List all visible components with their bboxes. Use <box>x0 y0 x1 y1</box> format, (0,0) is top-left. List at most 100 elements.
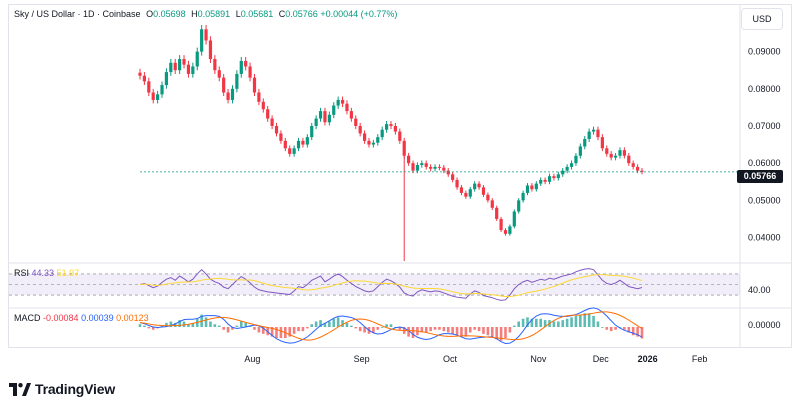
candle-body[interactable] <box>627 155 631 164</box>
candle-body[interactable] <box>415 165 420 171</box>
candle-body[interactable] <box>609 153 613 158</box>
candle-body[interactable] <box>380 129 384 138</box>
candle-body[interactable] <box>622 150 626 156</box>
rsi-ma-line[interactable] <box>139 274 643 298</box>
candle-body[interactable] <box>301 140 305 145</box>
candle-body[interactable] <box>371 142 375 145</box>
candle-body[interactable] <box>565 166 569 171</box>
candle-body[interactable] <box>257 92 261 102</box>
candle-body[interactable] <box>261 101 265 110</box>
candle-body[interactable] <box>292 148 296 154</box>
rsi-line[interactable] <box>139 268 643 301</box>
candle-body[interactable] <box>182 59 186 65</box>
candle-body[interactable] <box>411 163 415 171</box>
candle-body[interactable] <box>618 150 622 156</box>
candle-body[interactable] <box>358 125 362 134</box>
candle-body[interactable] <box>208 40 213 60</box>
candle-body[interactable] <box>600 137 604 149</box>
candle-body[interactable] <box>468 189 472 197</box>
candle-body[interactable] <box>367 140 371 145</box>
candle-body[interactable] <box>349 111 353 119</box>
candle-body[interactable] <box>574 155 578 164</box>
candle-body[interactable] <box>204 29 208 41</box>
candle-body[interactable] <box>407 155 411 164</box>
candle-body[interactable] <box>248 66 252 78</box>
candle-body[interactable] <box>442 167 446 171</box>
candle-body[interactable] <box>376 137 380 143</box>
candle-body[interactable] <box>605 148 609 154</box>
rsi-legend[interactable]: RSI 44.33 51.97 <box>14 268 79 278</box>
candle-body[interactable] <box>323 111 327 123</box>
candle-body[interactable] <box>429 166 433 169</box>
candle-body[interactable] <box>147 81 151 93</box>
candle-body[interactable] <box>340 99 345 104</box>
candle-body[interactable] <box>481 187 486 195</box>
candle-body[interactable] <box>160 85 164 95</box>
candle-body[interactable] <box>270 118 274 126</box>
chart-frame[interactable] <box>8 4 792 348</box>
candle-body[interactable] <box>266 109 270 119</box>
candle-body[interactable] <box>389 124 393 126</box>
currency-button[interactable]: USD <box>741 8 783 30</box>
candle-body[interactable] <box>495 207 499 219</box>
candle-body[interactable] <box>151 92 155 100</box>
candle-body[interactable] <box>455 179 459 188</box>
candle-body[interactable] <box>156 94 160 100</box>
candle-body[interactable] <box>169 62 173 73</box>
candle-body[interactable] <box>384 124 389 130</box>
candle-body[interactable] <box>561 170 565 175</box>
candle-body[interactable] <box>235 73 239 89</box>
candle-body[interactable] <box>613 155 618 158</box>
candle-body[interactable] <box>591 129 596 132</box>
candle-body[interactable] <box>486 194 490 201</box>
candle-body[interactable] <box>279 133 283 141</box>
candle-body[interactable] <box>213 59 217 71</box>
candle-body[interactable] <box>398 131 402 141</box>
candle-body[interactable] <box>583 139 587 147</box>
candle-body[interactable] <box>327 114 331 123</box>
candle-body[interactable] <box>354 118 358 126</box>
candle-body[interactable] <box>521 192 525 201</box>
candle-body[interactable] <box>530 185 534 190</box>
candle-body[interactable] <box>318 111 323 119</box>
candle-body[interactable] <box>587 131 591 139</box>
candle-body[interactable] <box>464 192 468 197</box>
candle-body[interactable] <box>543 179 547 182</box>
candle-body[interactable] <box>164 72 169 86</box>
candle-body[interactable] <box>578 146 582 156</box>
candle-body[interactable] <box>446 170 450 175</box>
candle-body[interactable] <box>336 99 340 106</box>
candle-body[interactable] <box>547 176 552 182</box>
candle-body[interactable] <box>296 140 301 149</box>
candle-body[interactable] <box>244 60 248 67</box>
candle-body[interactable] <box>477 183 481 188</box>
candle-body[interactable] <box>631 163 635 167</box>
candle-body[interactable] <box>362 133 367 141</box>
candle-body[interactable] <box>451 174 455 180</box>
tradingview-logo[interactable]: TradingView <box>9 381 115 397</box>
candle-body[interactable] <box>503 230 508 234</box>
candle-body[interactable] <box>512 211 516 227</box>
candle-body[interactable] <box>283 140 287 149</box>
candle-body[interactable] <box>310 125 314 138</box>
candle-body[interactable] <box>226 92 230 100</box>
candle-body[interactable] <box>332 105 336 115</box>
candle-body[interactable] <box>525 185 530 193</box>
candle-body[interactable] <box>556 174 560 179</box>
candle-body[interactable] <box>490 200 494 208</box>
candle-body[interactable] <box>473 183 477 190</box>
candle-body[interactable] <box>178 59 182 71</box>
symbol-name[interactable]: Sky / US Dollar · 1D · Coinbase <box>14 9 141 19</box>
macd-signal-line[interactable] <box>139 311 643 341</box>
candle-body[interactable] <box>142 75 147 82</box>
candle-body[interactable] <box>402 140 406 156</box>
candle-body[interactable] <box>345 103 349 112</box>
candle-body[interactable] <box>186 64 191 74</box>
candle-body[interactable] <box>195 51 199 67</box>
candle-body[interactable] <box>424 163 428 167</box>
candle-body[interactable] <box>252 77 257 93</box>
candle-body[interactable] <box>517 200 521 212</box>
candle-body[interactable] <box>420 163 424 166</box>
candle-body[interactable] <box>459 187 464 193</box>
